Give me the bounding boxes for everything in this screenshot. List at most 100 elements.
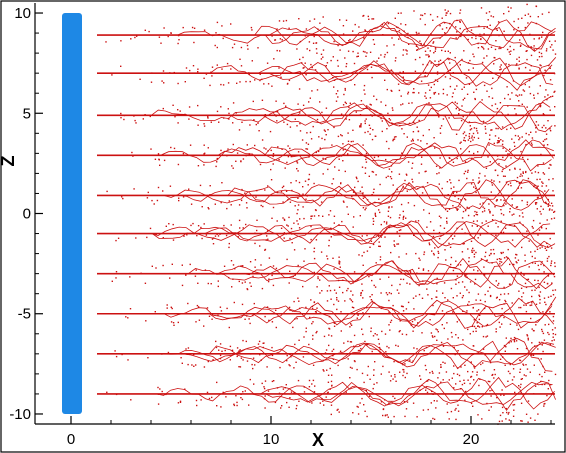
particle [455,407,457,410]
particle [540,52,543,55]
particle [271,346,273,349]
particle [336,409,338,411]
particle [384,79,386,81]
particle [402,216,405,219]
particle [392,378,394,380]
particle [319,22,321,24]
particle [220,310,223,312]
particle [534,279,536,281]
particle [395,380,397,382]
particle [537,124,540,126]
particle [427,294,429,296]
particle [519,168,521,171]
particle [237,232,240,234]
particle [188,106,191,108]
particle [421,156,423,158]
particle [150,148,152,150]
particle [438,93,440,95]
particle [267,230,269,232]
particle [456,85,458,87]
particle [489,212,491,214]
particle [294,118,296,120]
particle [246,207,248,209]
particle [402,103,404,105]
particle [130,399,132,401]
particle [511,92,513,94]
particle [191,364,193,366]
particle [447,10,449,12]
particle [530,54,533,57]
particle [255,123,257,126]
particle [534,419,536,421]
particle [373,374,375,376]
particle [510,50,512,52]
particle [485,132,487,134]
particle [432,42,434,44]
particle [553,275,556,278]
particle [379,245,381,248]
particle [429,50,431,52]
particle [299,130,302,132]
particle [367,365,369,368]
particle [410,140,413,142]
particle [527,158,529,161]
particle [369,133,371,135]
particle [372,220,375,222]
particle [522,171,524,173]
particle [338,411,340,413]
particle [285,190,288,192]
particle [469,382,471,385]
particle [448,242,450,245]
particle [490,406,492,408]
particle [514,391,516,394]
particle [394,376,396,378]
particle [166,307,168,309]
particle [393,360,395,363]
particle [540,263,542,266]
particle [388,207,390,209]
particle [496,142,499,144]
particle [455,279,457,281]
particle [518,60,520,62]
particle [552,333,554,335]
particle [513,48,515,51]
particle [474,210,476,213]
particle [372,243,375,246]
particle [307,143,310,145]
particle [547,388,549,390]
particle [398,38,400,40]
particle [520,402,523,404]
particle [528,79,531,82]
particle [203,164,205,166]
particle [502,231,505,234]
particle [333,79,336,81]
particle [198,319,201,321]
particle [274,401,277,404]
particle [330,380,333,383]
particle [474,187,477,190]
particle [449,69,451,71]
particle [493,63,495,65]
particle [461,228,463,230]
particle [366,415,368,418]
particle [288,79,291,82]
particle [312,379,315,382]
particle [349,377,351,379]
particle [519,371,521,373]
particle [407,32,409,35]
particle [275,326,277,329]
particle [351,195,353,198]
particle [455,207,457,209]
particle [456,227,458,229]
particle [415,295,417,297]
particle [478,180,481,182]
particle [437,256,439,259]
particle [331,350,333,352]
particle [538,51,541,54]
particle [477,293,480,295]
particle [502,251,504,254]
particle [464,170,467,173]
particle [296,317,298,320]
particle [296,168,298,170]
